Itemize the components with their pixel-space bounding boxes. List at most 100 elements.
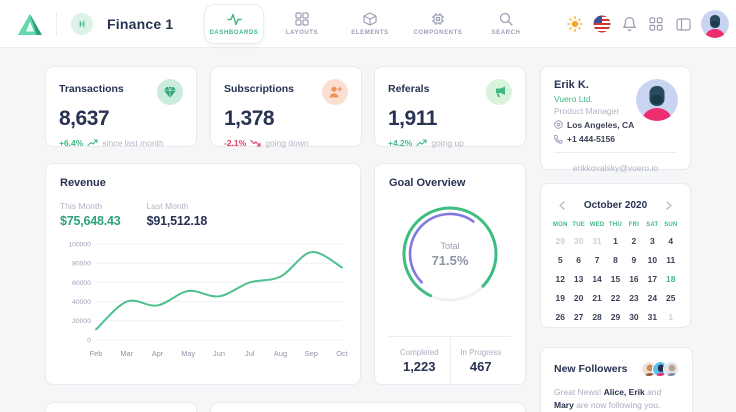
notifications-bell-icon[interactable]	[620, 15, 638, 33]
profile-role: Product Manager	[554, 106, 620, 116]
calendar-day[interactable]: 19	[555, 292, 565, 303]
calendar-day[interactable]: 15	[610, 273, 621, 284]
tab-components[interactable]: COMPONENTS	[408, 4, 468, 44]
followers-avatar-stack[interactable]	[641, 361, 679, 377]
calendar-day[interactable]: 14	[592, 273, 602, 284]
svg-text:May: May	[181, 349, 195, 358]
goal-gauge[interactable]: Total 71.5%	[395, 199, 505, 309]
theme-sun-icon[interactable]	[566, 15, 584, 33]
trending-up-icon	[87, 139, 98, 147]
phone-icon	[554, 134, 563, 144]
tab-elements[interactable]: ELEMENTS	[340, 4, 400, 44]
calendar-day[interactable]: 8	[613, 254, 618, 265]
svg-text:60000: 60000	[72, 280, 91, 287]
goal-overview-card: Goal Overview Total 71.5% Completed 1,22…	[374, 163, 526, 385]
calendar-day[interactable]: 1	[668, 311, 674, 322]
calendar-weekday: SUN	[664, 222, 678, 228]
calendar-day[interactable]: 30	[573, 235, 584, 246]
calendar-day[interactable]: 22	[610, 292, 621, 303]
revenue-line-chart[interactable]: 0 20000 40000 60000 80000 100000 Feb Mar Apr May J…	[60, 234, 348, 362]
calendar-day[interactable]: 16	[629, 273, 639, 284]
goal-in-progress: In Progress 467	[449, 337, 512, 384]
calendar-day[interactable]: 5	[557, 254, 563, 265]
calendar-weekday: SAT	[646, 222, 659, 228]
followers-message: Great News! Alice, Erik and Mary are now…	[554, 387, 662, 410]
calendar-day[interactable]: 27	[573, 311, 584, 322]
calendar-day[interactable]: 12	[555, 273, 565, 284]
profile-company[interactable]: Vuero Ltd.	[554, 94, 593, 104]
calendar-day[interactable]: 13	[573, 273, 584, 284]
calendar-day[interactable]: 23	[629, 292, 639, 303]
stat-delta: +4.2%	[388, 138, 413, 148]
calendar-day[interactable]: 24	[647, 292, 658, 303]
navbar-actions	[566, 0, 729, 48]
calendar-day[interactable]: 31	[592, 235, 602, 246]
apps-grid-icon[interactable]	[647, 15, 665, 33]
profile-avatar[interactable]	[636, 79, 678, 121]
svg-text:Oct: Oct	[336, 349, 348, 358]
tab-dashboards[interactable]: DASHBOARDS	[204, 4, 264, 44]
profile-email-link[interactable]: erikkovalsky@vuero.io	[572, 163, 659, 173]
stat-note: going up	[431, 138, 464, 148]
project-badge[interactable]: H	[71, 13, 93, 35]
calendar-prev-icon[interactable]	[555, 198, 569, 212]
divider	[554, 152, 677, 153]
svg-text:Sep: Sep	[305, 349, 318, 358]
search-icon	[499, 12, 513, 26]
language-flag-icon[interactable]	[593, 15, 611, 33]
tab-label: LAYOUTS	[285, 30, 319, 36]
revenue-this-month: This Month $75,648.43	[60, 201, 121, 228]
gem-icon	[157, 79, 183, 105]
new-followers-card: New Followers Great News! Alice, Erik an…	[540, 347, 693, 412]
calendar-day[interactable]: 31	[647, 311, 658, 322]
tab-layouts[interactable]: LAYOUTS	[272, 4, 332, 44]
goal-completed-value: 1,223	[402, 358, 436, 374]
goal-completed: Completed 1,223	[399, 347, 439, 374]
svg-text:20000: 20000	[72, 318, 91, 325]
follower-avatar[interactable]	[663, 361, 679, 377]
calendar-day[interactable]: 29	[555, 235, 565, 246]
bottom-card-left	[45, 402, 197, 412]
calendar-day[interactable]: 2	[631, 235, 637, 246]
svg-text:0: 0	[87, 337, 91, 344]
calendar-day[interactable]: 7	[594, 254, 600, 265]
calendar-weekday: MON	[552, 222, 568, 228]
trending-up-icon	[416, 139, 427, 147]
revenue-last-month: Last Month $91,512.18	[146, 201, 208, 228]
calendar-day[interactable]: 11	[666, 254, 676, 265]
stat-card-transactions: Transactions 8,637 +6.4% since last mont…	[45, 66, 197, 148]
calendar-month-label: October 2020	[583, 199, 648, 211]
calendar-day[interactable]: 17	[647, 273, 658, 284]
user-avatar[interactable]	[701, 10, 729, 38]
calendar-day[interactable]: 30	[629, 311, 639, 322]
calendar-next-icon[interactable]	[662, 198, 676, 212]
tab-search[interactable]: SEARCH	[476, 4, 536, 44]
calendar-day[interactable]: 6	[576, 254, 581, 265]
vuero-logo-icon[interactable]	[18, 13, 42, 35]
calendar-day[interactable]: 26	[555, 311, 565, 322]
calendar-day[interactable]: 18	[666, 273, 676, 284]
calendar-day[interactable]: 20	[573, 292, 584, 303]
svg-text:Feb: Feb	[90, 349, 103, 358]
calendar-day[interactable]: 29	[610, 311, 621, 322]
stat-note: going down	[265, 138, 309, 148]
calendar-day[interactable]: 3	[649, 235, 655, 246]
calendar-day[interactable]: 25	[666, 292, 676, 303]
stat-title: Transactions	[59, 83, 124, 95]
sidebar-panel-icon[interactable]	[674, 15, 692, 33]
calendar-day[interactable]: 1	[613, 235, 618, 246]
megaphone-icon	[486, 79, 512, 105]
svg-text:Jul: Jul	[245, 349, 255, 358]
calendar-day[interactable]: 4	[668, 235, 674, 246]
tab-label: SEARCH	[491, 30, 521, 36]
calendar-day[interactable]: 10	[647, 254, 658, 265]
calendar-day[interactable]: 21	[592, 292, 602, 303]
calendar-day[interactable]: 9	[631, 254, 637, 265]
navbar-divider	[56, 12, 57, 36]
calendar-day[interactable]: 28	[592, 311, 602, 322]
svg-text:40000: 40000	[72, 299, 91, 306]
profile-card: Erik K. Vuero Ltd. Product Manager Los A…	[540, 66, 691, 173]
revenue-card: Revenue This Month $75,648.43 Last Month…	[45, 163, 361, 385]
page-title: Finance 1	[107, 16, 174, 32]
svg-text:Jun: Jun	[213, 349, 225, 358]
